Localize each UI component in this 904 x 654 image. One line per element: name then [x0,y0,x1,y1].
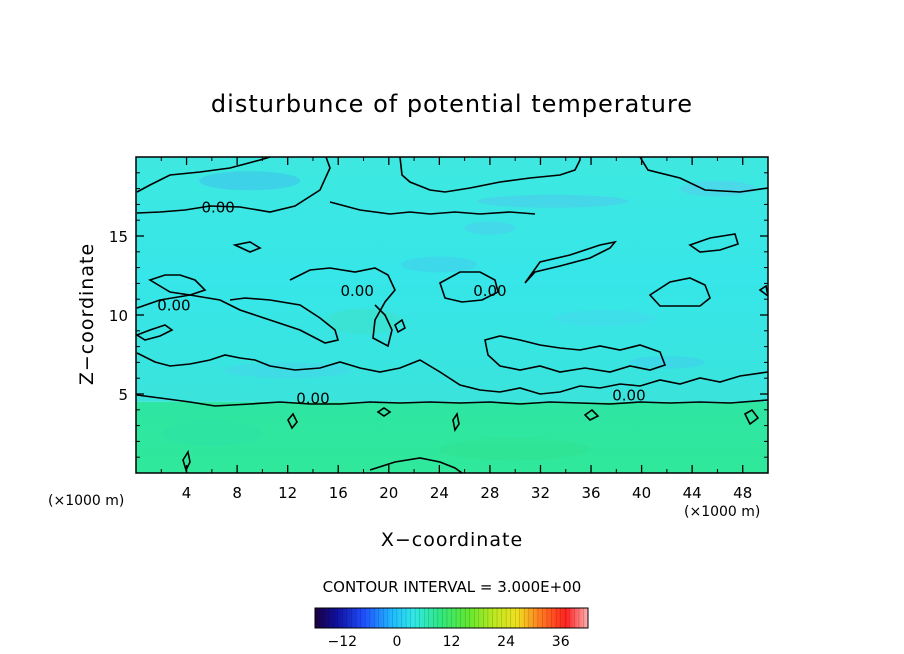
field-blob [325,308,402,334]
contour-line [439,271,499,303]
colorbar-ticks: −12 0 12 24 36 [328,634,570,650]
contour-line [688,233,739,253]
plot-area: 0.00 0.00 0.00 0.00 0.00 0.00 [136,157,768,473]
contour-label: 0.00 [473,282,506,300]
contour-line [182,449,191,473]
x-tick-label: 36 [581,484,600,502]
x-axis-ticks: 4 8 12 16 20 24 28 32 36 40 44 48 [160,157,752,502]
contour-line [369,457,463,473]
x-tick-label: 28 [480,484,499,502]
contour-line [758,284,768,297]
field-blob [199,171,301,191]
contour-label: 0.00 [201,198,234,216]
contour-line [484,335,667,373]
contour-line [399,157,581,193]
contour-line [376,407,392,417]
x-tick-label: 40 [632,484,651,502]
contour-lines [136,157,768,473]
contour-interval-label: CONTOUR INTERVAL = 3.000E+00 [323,578,582,596]
contour-label: 0.00 [612,386,645,404]
y-tick-label: 5 [118,386,128,404]
colorbar-tick-label: 0 [392,634,401,650]
contour-line [452,411,460,433]
field-blob [553,310,655,327]
contour-line [583,408,600,421]
colorbar-tick-label: 24 [497,634,515,650]
contour-line [639,157,768,193]
y-tick-label: 10 [109,307,128,325]
contour-line [743,408,760,426]
field-blob [401,256,478,273]
contour-line [232,241,262,253]
x-tick-label: 4 [182,484,192,502]
x-tick-label: 44 [683,484,702,502]
y-axis-label: Z−coordinate [76,243,98,385]
contour-line [148,274,207,296]
contour-labels: 0.00 0.00 0.00 0.00 0.00 0.00 [157,198,645,407]
colorbar-tick-label: −12 [328,634,358,650]
contour-label: 0.00 [296,389,329,407]
contour-line [329,201,536,215]
field-blobs [161,171,756,461]
y-tick-label: 15 [109,228,128,246]
chart-title: disturbunce of potential temperature [211,90,693,118]
contour-line [524,240,618,284]
colorbar-tick-label: 12 [443,634,461,650]
field-blob [477,194,629,208]
colorbar-tick-label: 36 [552,634,570,650]
contour-line [136,157,331,214]
lower-layer-field [136,401,768,473]
y-axis-ticks: 5 10 15 [109,172,768,458]
colorbar-stripes [319,608,584,628]
colorbar [314,607,589,629]
field-blob [224,362,351,379]
contour-label: 0.00 [340,282,373,300]
x-tick-label: 16 [329,484,348,502]
x-axis-label: X−coordinate [381,529,523,551]
x-tick-label: 12 [278,484,297,502]
x-tick-label: 24 [430,484,449,502]
contour-label: 0.00 [157,296,190,314]
x-tick-label: 20 [379,484,398,502]
contour-line [287,412,298,430]
field-blob [628,356,705,369]
field-blob [439,438,592,461]
x-unit-left: (×1000 m) [48,493,124,509]
x-tick-label: 8 [232,484,242,502]
field-blob [464,221,516,235]
contour-line [289,267,396,348]
x-tick-label: 32 [531,484,550,502]
field-blob [161,420,263,447]
contour-line [136,157,271,193]
contour-line [648,277,711,307]
x-tick-label: 48 [733,484,752,502]
contour-line [136,324,174,341]
contour-line [394,318,406,334]
x-unit-right: (×1000 m) [684,504,760,520]
contour-line [136,352,768,395]
contour-line [136,294,340,344]
contour-line [136,394,768,407]
